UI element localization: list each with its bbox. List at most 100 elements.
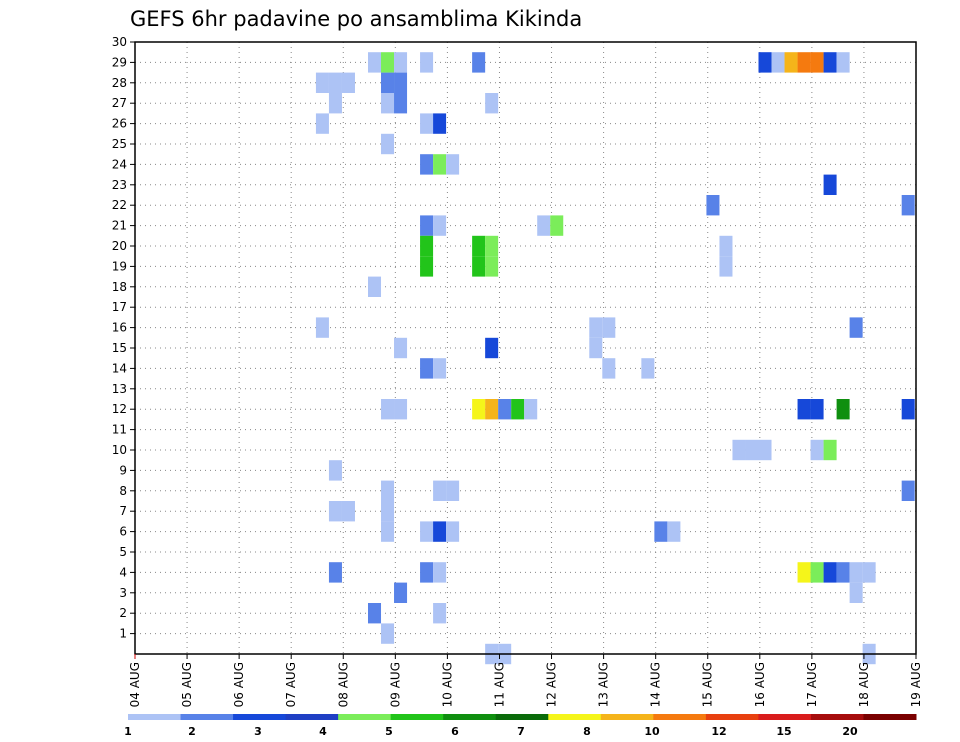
x-tick-label: 19 AUG bbox=[909, 662, 923, 707]
y-tick-label: 17 bbox=[112, 300, 127, 314]
y-tick-label: 20 bbox=[112, 239, 127, 253]
x-tick-label: 04 AUG bbox=[128, 662, 142, 707]
data-cell bbox=[472, 235, 486, 257]
x-tick-label: 05 AUG bbox=[180, 662, 194, 707]
grid-lines bbox=[135, 42, 916, 654]
y-tick-label: 8 bbox=[119, 484, 127, 498]
data-cell bbox=[602, 317, 616, 338]
data-cell bbox=[367, 52, 382, 73]
data-cell bbox=[328, 562, 342, 583]
legend-swatch bbox=[390, 714, 444, 720]
color-legend: 1 2 3 4 5 6 7 8 10 12 15 20 bbox=[124, 714, 917, 738]
data-cell bbox=[433, 154, 447, 175]
data-cell bbox=[420, 215, 434, 236]
legend-swatch bbox=[600, 714, 654, 720]
data-cell bbox=[836, 399, 850, 420]
data-cell bbox=[315, 317, 329, 338]
data-cell bbox=[771, 52, 785, 73]
y-tick-label: 1 bbox=[119, 627, 127, 641]
data-cell bbox=[433, 215, 447, 236]
legend-swatch bbox=[233, 714, 287, 720]
data-cell bbox=[589, 317, 603, 338]
data-cell bbox=[420, 256, 434, 277]
data-cell bbox=[485, 235, 499, 257]
x-tick-label: 16 AUG bbox=[753, 662, 767, 707]
legend-swatch bbox=[338, 714, 392, 720]
data-cell bbox=[381, 72, 395, 93]
data-cell bbox=[446, 154, 460, 175]
legend-label: 8 bbox=[583, 725, 591, 738]
data-cell bbox=[823, 52, 837, 73]
data-cell bbox=[381, 133, 395, 155]
data-cell bbox=[706, 195, 720, 216]
data-cell bbox=[367, 603, 382, 624]
y-tick-label: 27 bbox=[112, 96, 127, 110]
x-tick-label: 15 AUG bbox=[701, 662, 715, 707]
y-tick-label: 14 bbox=[112, 361, 127, 375]
chart-title: GEFS 6hr padavine po ansamblima Kikinda bbox=[130, 7, 582, 31]
x-tick-label: 10 AUG bbox=[440, 662, 454, 707]
x-axis: 04 AUG 05 AUG 06 AUG 07 AUG 08 AUG 09 AUG 10 A… bbox=[128, 654, 923, 707]
data-cell bbox=[420, 235, 434, 257]
y-tick-label: 7 bbox=[119, 504, 127, 518]
legend-swatch bbox=[495, 714, 549, 720]
legend-label: 1 bbox=[124, 725, 132, 738]
x-tick-label: 08 AUG bbox=[336, 662, 350, 707]
y-tick-label: 26 bbox=[112, 117, 127, 131]
data-cell bbox=[328, 72, 342, 93]
data-cell bbox=[394, 52, 408, 73]
data-cell bbox=[810, 399, 824, 420]
data-cell bbox=[732, 439, 746, 461]
data-cell bbox=[810, 439, 824, 461]
data-cell bbox=[381, 521, 395, 542]
legend-swatch bbox=[285, 714, 339, 720]
data-cell bbox=[758, 439, 772, 461]
data-cell bbox=[341, 72, 355, 93]
data-cell bbox=[394, 72, 408, 93]
data-cell bbox=[420, 358, 434, 379]
y-tick-label: 25 bbox=[112, 137, 127, 151]
data-cell bbox=[472, 52, 486, 73]
data-cell bbox=[836, 562, 850, 583]
data-cell bbox=[394, 337, 408, 359]
y-tick-label: 4 bbox=[119, 565, 127, 579]
data-cell bbox=[394, 582, 408, 603]
data-cell bbox=[472, 399, 486, 420]
data-cell bbox=[420, 521, 434, 542]
data-cell bbox=[433, 562, 447, 583]
data-cell bbox=[420, 562, 434, 583]
data-cell bbox=[381, 501, 395, 522]
data-cell bbox=[328, 460, 342, 481]
data-cell bbox=[719, 235, 733, 257]
x-tick-label: 09 AUG bbox=[388, 662, 402, 707]
data-cell bbox=[745, 439, 759, 461]
data-cell bbox=[381, 623, 395, 644]
data-cell bbox=[485, 256, 499, 277]
y-tick-label: 21 bbox=[112, 219, 127, 233]
y-tick-label: 5 bbox=[119, 545, 127, 559]
data-cell bbox=[433, 603, 447, 624]
data-cell bbox=[537, 215, 551, 236]
data-cell bbox=[381, 399, 395, 420]
data-cell bbox=[367, 276, 382, 297]
data-cell bbox=[797, 562, 811, 583]
y-tick-label: 11 bbox=[112, 423, 127, 437]
x-tick-label: 18 AUG bbox=[857, 662, 871, 707]
data-cell bbox=[420, 154, 434, 175]
data-cell bbox=[485, 399, 499, 420]
legend-label: 5 bbox=[385, 725, 393, 738]
data-cell bbox=[849, 582, 863, 603]
legend-label: 20 bbox=[842, 725, 858, 738]
legend-label: 2 bbox=[188, 725, 196, 738]
y-tick-label: 10 bbox=[112, 443, 127, 457]
data-cell bbox=[446, 480, 460, 501]
data-cell bbox=[498, 399, 512, 420]
data-cell bbox=[420, 52, 434, 73]
data-cell bbox=[315, 72, 329, 93]
legend-label: 6 bbox=[451, 725, 459, 738]
data-cell bbox=[589, 337, 603, 359]
x-tick-label: 06 AUG bbox=[232, 662, 246, 707]
data-cell bbox=[797, 399, 811, 420]
data-cell bbox=[472, 256, 486, 277]
data-cell bbox=[641, 358, 655, 379]
